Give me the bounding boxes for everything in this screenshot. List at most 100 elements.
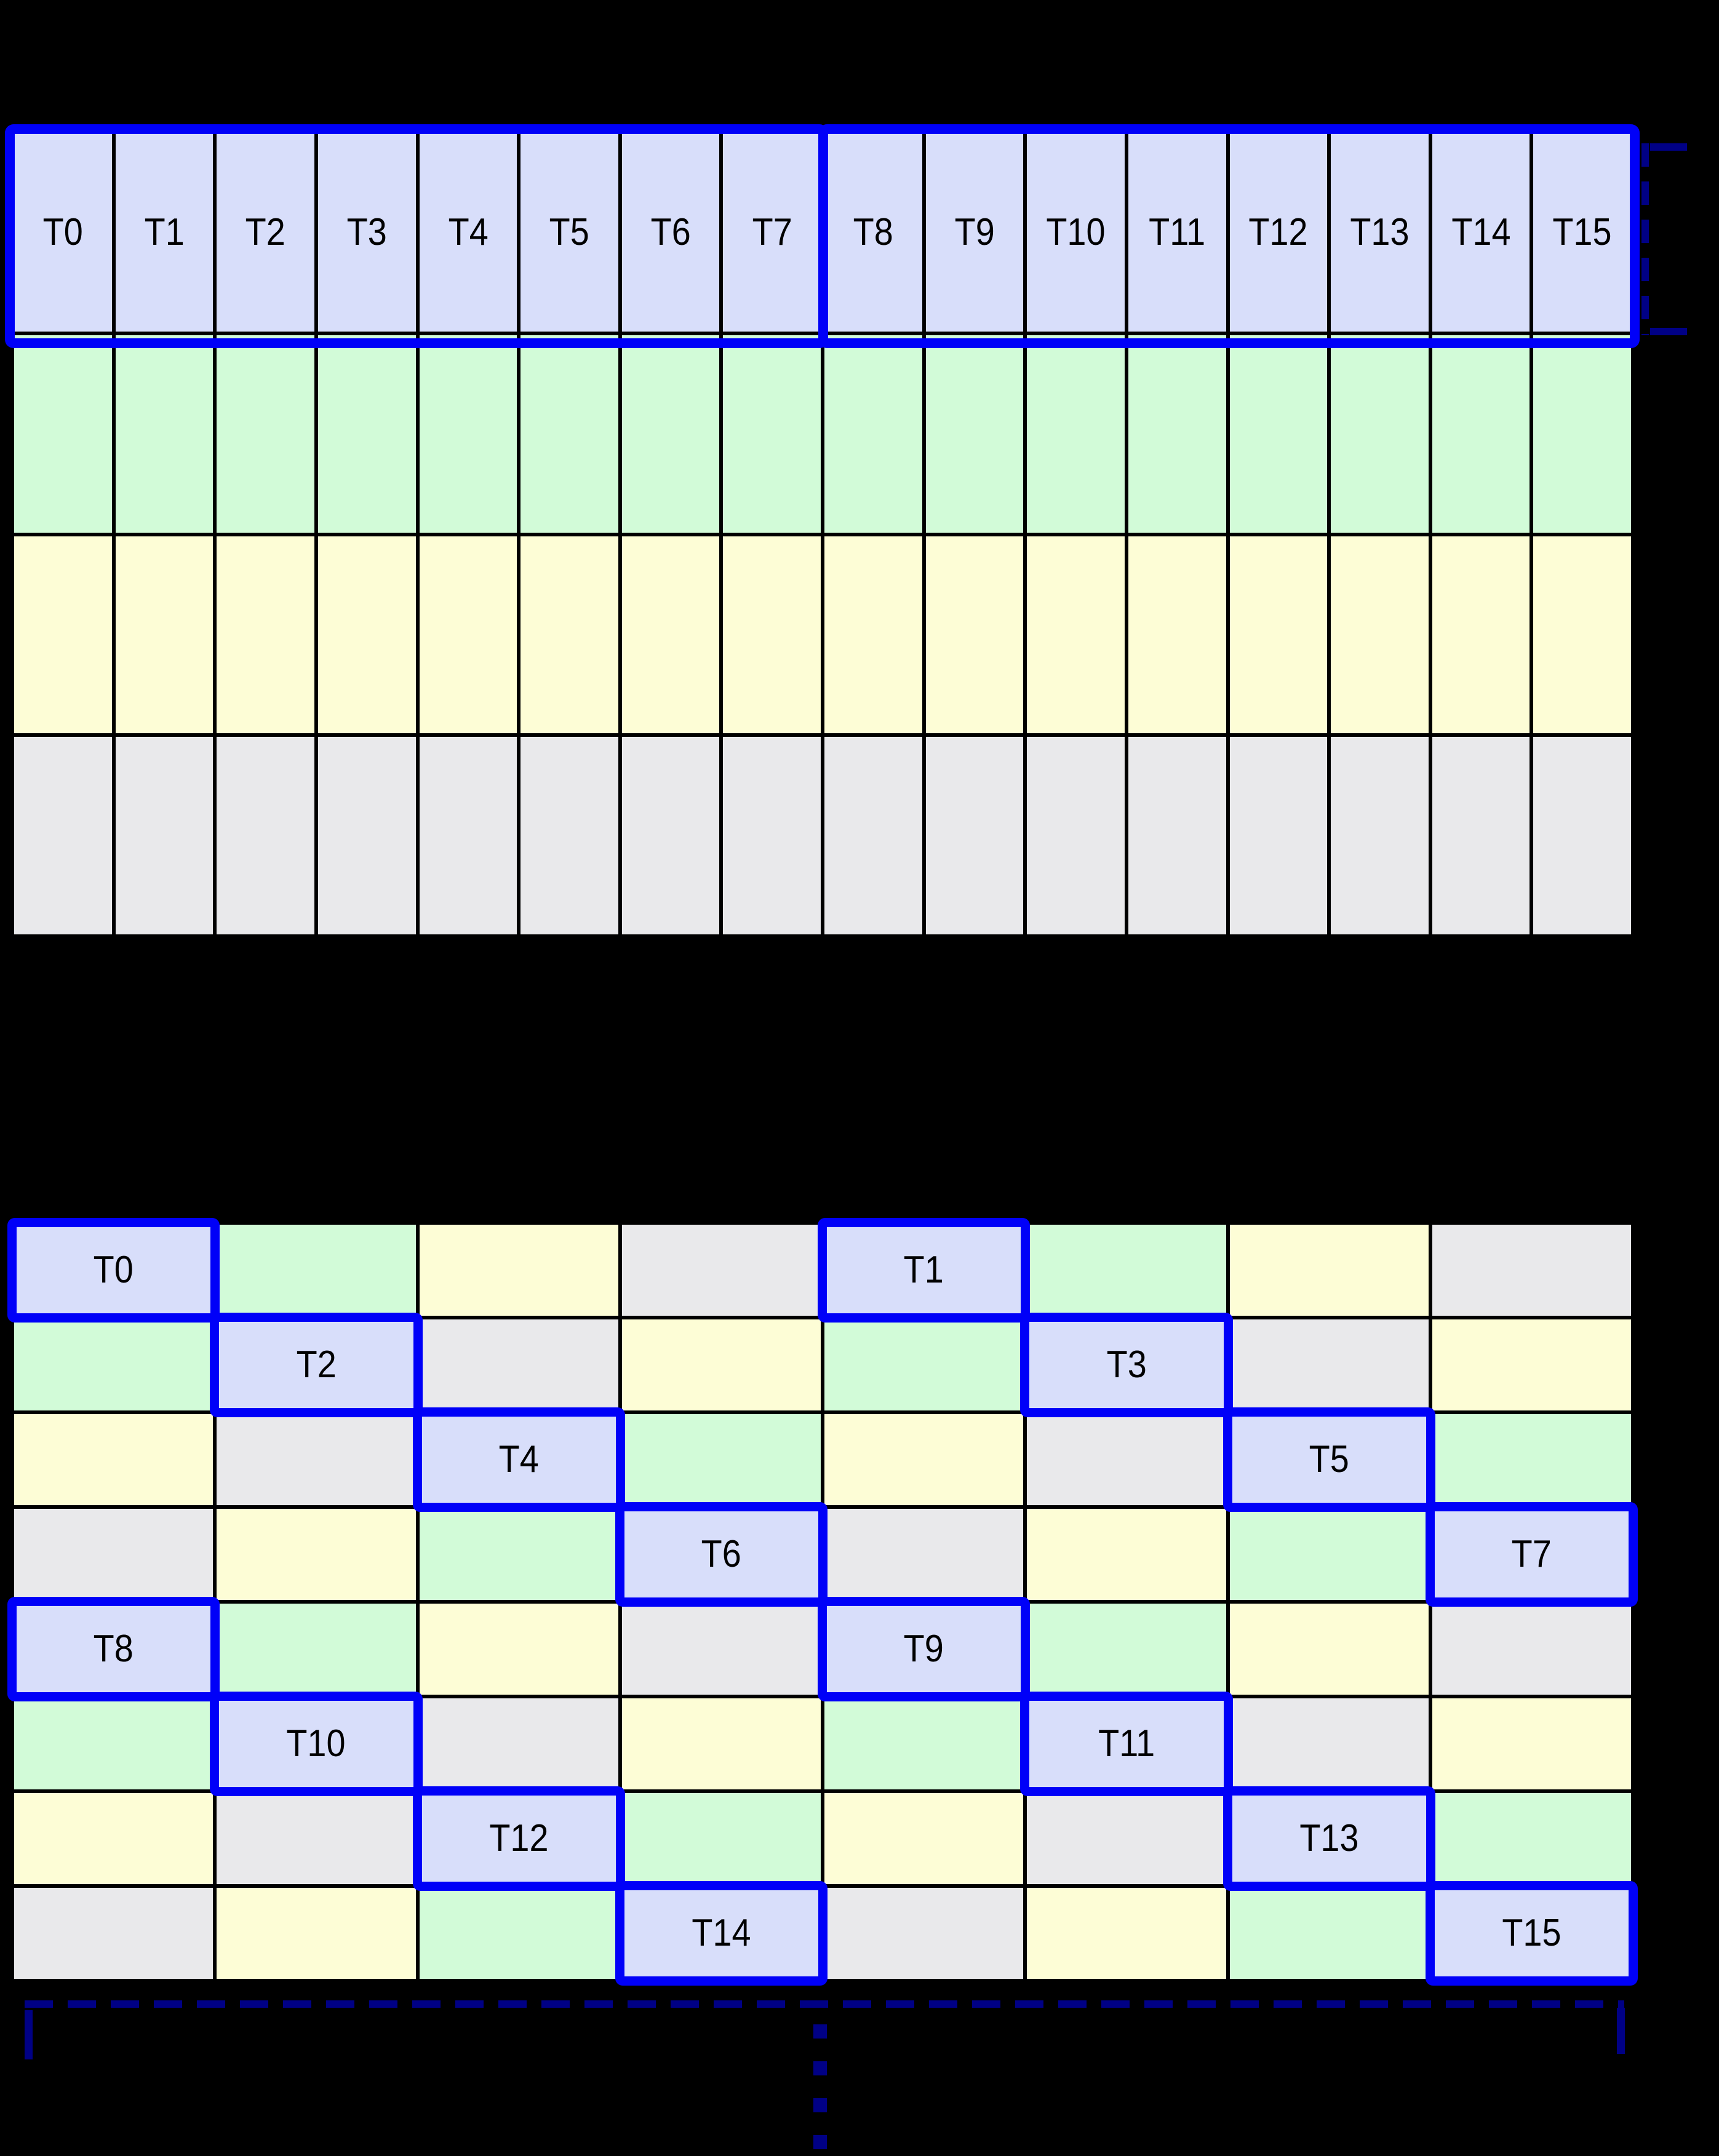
green-memory-cell [1229,1888,1429,1979]
yellow-memory-cell [419,536,517,734]
gray-memory-cell [14,1509,213,1600]
green-memory-cell [217,1604,416,1695]
thread-label: T0 [42,211,83,254]
green-memory-cell [925,335,1024,533]
gray-memory-cell [1229,1319,1429,1410]
gray-memory-cell [217,1414,416,1505]
thread-cell-t2: T2 [210,1313,423,1417]
thread-cell-t11: T11 [1020,1692,1233,1796]
gray-memory-cell [925,737,1024,934]
green-memory-cell [419,335,517,533]
green-memory-cell [317,335,416,533]
thread-label: T11 [1149,211,1206,254]
yellow-memory-cell [621,1698,821,1789]
yellow-memory-cell [1027,1509,1226,1600]
thread-label: T3 [1106,1343,1147,1386]
green-memory-cell [621,1414,821,1505]
thread-cell-t12: T12 [412,1786,625,1891]
thread-cell-t8: T8 [824,134,922,332]
yellow-memory-cell [217,1509,416,1600]
thread-cell-t10: T10 [210,1692,423,1796]
thread-label: T8 [94,1628,134,1670]
green-memory-cell [824,1319,1024,1410]
gray-memory-cell [14,737,112,934]
yellow-memory-cell [1229,536,1328,734]
yellow-memory-cell [520,536,618,734]
green-memory-cell [1229,335,1328,533]
yellow-memory-cell [925,536,1024,734]
thread-label: T6 [650,211,691,254]
yellow-memory-cell [217,1888,416,1979]
thread-cell-t15: T15 [1425,1881,1638,1986]
yellow-memory-cell [1432,1698,1631,1789]
thread-label: T2 [296,1343,337,1386]
thread-label: T0 [94,1249,134,1291]
memory-grid-top: T0 T1 T2 T3 T4 T5 T6 T7 T8 T9 T10 T11 T12 T13 T14 T15 [10,130,1635,938]
gray-memory-cell [1331,737,1429,934]
thread-label: T15 [1552,211,1612,254]
thread-label: T13 [1299,1817,1359,1860]
thread-cell-t7: T7 [1425,1502,1638,1607]
yellow-memory-cell [1027,536,1125,734]
green-memory-cell [1027,1225,1226,1316]
yellow-memory-cell [1432,536,1530,734]
yellow-memory-cell [419,1225,618,1316]
thread-cell-t5: T5 [520,134,618,332]
green-memory-cell [1331,335,1429,533]
yellow-memory-cell [14,1793,213,1884]
green-memory-cell [115,335,213,533]
green-memory-cell [14,1698,213,1789]
thread-label: T12 [489,1817,549,1860]
green-memory-cell [621,335,720,533]
gray-memory-cell [1027,1414,1226,1505]
thread-cell-t15: T15 [1533,134,1631,332]
green-memory-cell [1432,1793,1631,1884]
thread-cell-t2: T2 [217,134,314,332]
gray-memory-cell [1229,1698,1429,1789]
gray-memory-cell [1533,737,1631,934]
thread-cell-t0: T0 [7,1218,220,1323]
thread-cell-t11: T11 [1128,134,1226,332]
green-memory-cell [824,1698,1024,1789]
thread-label: T10 [1046,211,1106,254]
green-memory-cell [419,1509,618,1600]
green-memory-cell [1128,335,1226,533]
thread-cell-t3: T3 [317,134,416,332]
thread-label: T14 [1451,211,1511,254]
thread-label: T1 [904,1249,944,1291]
thread-label: T2 [245,211,286,254]
thread-label: T6 [701,1533,741,1575]
green-memory-cell [1533,335,1631,533]
green-memory-cell [1027,1604,1226,1695]
thread-cell-t7: T7 [723,134,821,332]
yellow-memory-cell [1229,1604,1429,1695]
green-memory-cell [723,335,821,533]
thread-label: T4 [498,1438,539,1481]
thread-label: T1 [144,211,185,254]
green-memory-cell [621,1793,821,1884]
thread-cell-t13: T13 [1331,134,1429,332]
gray-memory-cell [1027,1793,1226,1884]
yellow-memory-cell [1128,536,1226,734]
thread-label: T4 [448,211,489,254]
thread-label: T7 [752,211,792,254]
ellipsis-dash [813,2135,827,2149]
gray-memory-cell [824,1509,1024,1600]
yellow-memory-cell [621,536,720,734]
gray-memory-cell [1432,1604,1631,1695]
green-memory-cell [217,1225,416,1316]
yellow-memory-cell [1027,1888,1226,1979]
thread-cell-t4: T4 [412,1407,625,1512]
yellow-memory-cell [1229,1225,1429,1316]
bracket-bottom-dash [1650,328,1687,335]
bracket-horizontal-dashed-line [25,2000,1624,2008]
green-memory-cell [520,335,618,533]
green-memory-cell [14,1319,213,1410]
yellow-memory-cell [14,536,112,734]
yellow-memory-cell [621,1319,821,1410]
thread-cell-t14: T14 [615,1881,828,1986]
gray-memory-cell [115,737,213,934]
gray-memory-cell [419,1698,618,1789]
thread-cell-t8: T8 [7,1597,220,1701]
